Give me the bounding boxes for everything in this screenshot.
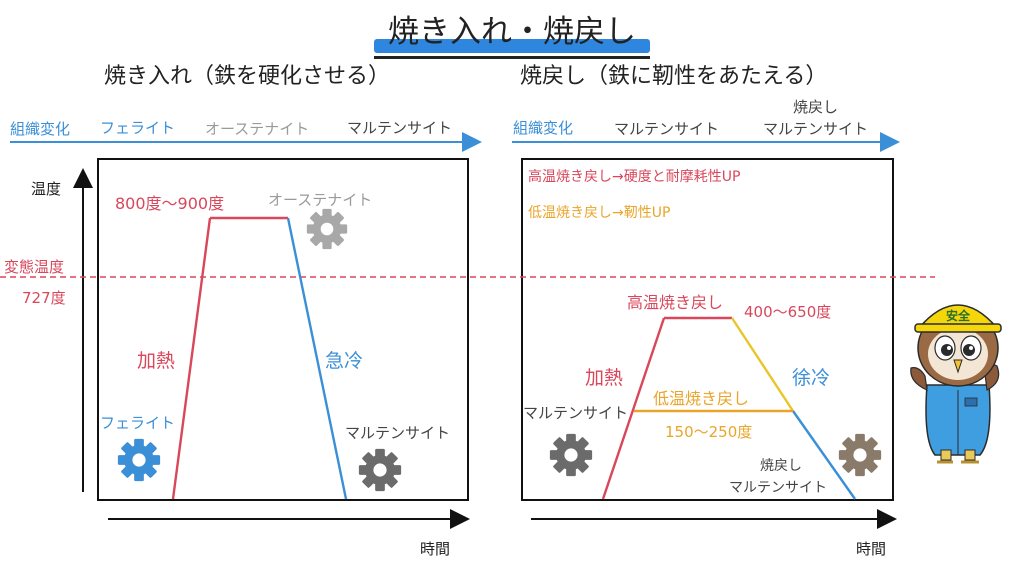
right-end-phase-1: 焼戻し [760,458,802,474]
left-timeline-ferrite: フェライト [100,119,176,137]
right-timeline-martensite: マルテンサイト [614,120,720,138]
gear-icon [838,433,882,477]
transform-label: 変態温度 [4,258,65,276]
transform-value: 727度 [22,289,66,307]
left-start-phase: フェライト [100,414,176,432]
right-note-high: 高温焼き戻し→硬度と耐摩耗性UP [528,169,741,185]
left-cooling-line [286,217,348,500]
left-phase-austenite: オーステナイト [268,191,373,209]
mascot-owl: 安全 [910,304,1002,464]
right-heating-line [601,317,666,500]
right-start-phase: マルテンサイト [523,404,629,422]
right-low-label: 低温焼き戻し [653,389,750,408]
left-timeline-label: 組織変化 [10,120,71,138]
right-heading: 焼戻し（鉄に靭性をあたえる） [520,64,828,89]
right-low-range: 150〜250度 [665,423,753,441]
left-heating-label: 加熱 [137,350,176,372]
gear-icon [358,448,402,492]
gear-icon [549,433,593,477]
left-heading: 焼き入れ（鉄を硬化させる） [104,64,391,89]
right-end-phase-2: マルテンサイト [729,480,827,496]
right-timeline-tempered: 焼戻し [793,98,839,116]
right-heating-label: 加熱 [585,367,624,389]
y-axis-label: 温度 [31,180,62,198]
right-timeline-label: 組織変化 [513,119,574,137]
right-timeline-tempered-martensite: マルテンサイト [763,120,869,138]
left-temp-range: 800度〜900度 [115,194,225,213]
left-x-axis-label: 時間 [420,540,451,558]
left-end-phase: マルテンサイト [345,424,451,442]
page-title: 焼き入れ・焼戻し [0,6,1024,59]
right-cooling-low-line [792,410,856,500]
right-high-range: 400〜650度 [744,303,832,321]
left-timeline-martensite: マルテンサイト [347,119,453,137]
right-high-label: 高温焼き戻し [627,293,724,312]
right-cooling-high-line [730,317,795,412]
gear-icon [306,208,348,250]
left-panel [97,158,469,501]
right-panel [521,158,894,501]
right-slow-cooling-label: 徐冷 [792,367,831,389]
gear-icon [117,438,161,482]
left-timeline-austenite: オーステナイト [205,120,310,138]
helmet-text: 安全 [946,308,971,323]
right-note-low: 低温焼き戻し→靭性UP [528,205,671,221]
right-x-axis-label: 時間 [856,540,887,558]
left-rapid-cooling-label: 急冷 [325,350,364,372]
left-heating-line [171,217,212,500]
